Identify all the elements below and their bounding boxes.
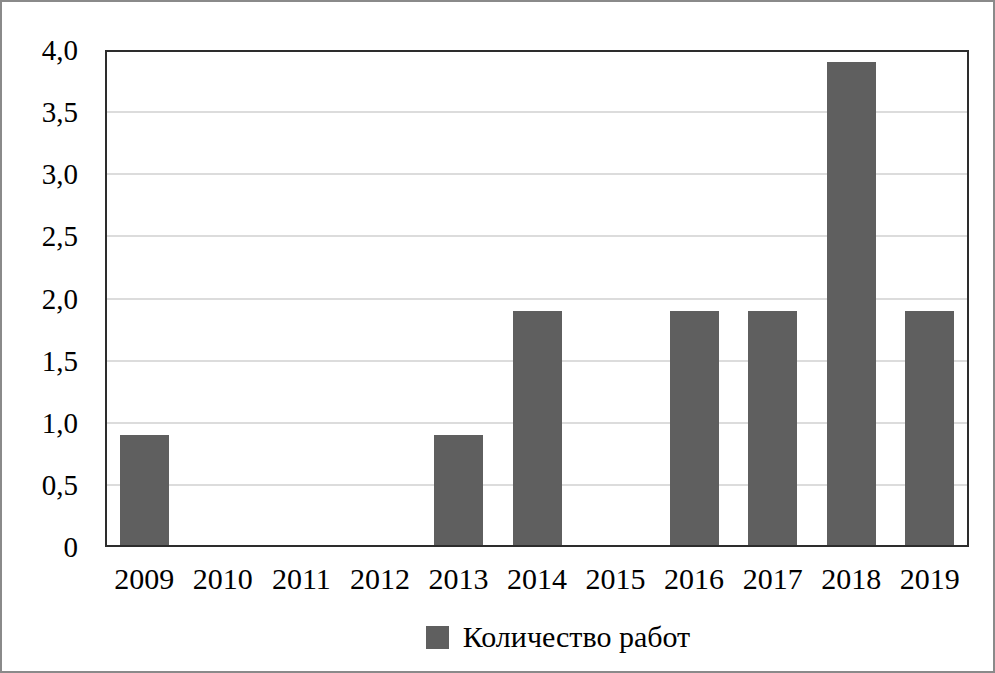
bar-2014 — [513, 311, 562, 547]
legend-label: Количество работ — [463, 620, 690, 654]
bar-2012 — [355, 545, 404, 548]
y-axis-tick-label: 1,5 — [42, 344, 78, 377]
bar-2017 — [748, 311, 797, 547]
y-axis-tick-label: 3,5 — [42, 96, 78, 129]
bar-2009 — [120, 435, 169, 547]
y-axis-tick-label: 1,0 — [42, 406, 78, 439]
y-axis-tick-label: 4,0 — [42, 34, 78, 67]
bar-2011 — [277, 545, 326, 548]
chart-figure: 00,51,01,52,02,53,03,54,0 20092010201120… — [0, 0, 995, 673]
x-axis-tick-label: 2015 — [586, 562, 646, 596]
y-axis-tick-label: 0,5 — [42, 468, 78, 501]
y-axis-tick-label: 2,5 — [42, 220, 78, 253]
x-axis-tick-label: 2019 — [900, 562, 960, 596]
x-axis-tick-label: 2018 — [821, 562, 881, 596]
x-axis-tick-label: 2012 — [350, 562, 410, 596]
bar-2015 — [591, 545, 640, 548]
x-axis-tick-label: 2010 — [193, 562, 253, 596]
bar-2018 — [827, 62, 876, 547]
x-axis-tick-label: 2011 — [272, 562, 331, 596]
bar-2013 — [434, 435, 483, 547]
plot-area — [105, 50, 969, 547]
y-axis-tick-label: 0 — [64, 531, 79, 564]
bar-2016 — [670, 311, 719, 547]
x-axis-tick-label: 2016 — [664, 562, 724, 596]
legend: Количество работ — [126, 620, 990, 654]
x-axis: 2009 2010 2011 2012 2013 2014 2015 2016 2017 2018… — [105, 562, 969, 602]
bar-2019 — [905, 311, 954, 547]
x-axis-tick-label: 2013 — [428, 562, 488, 596]
x-axis-tick-label: 2009 — [114, 562, 174, 596]
y-axis-tick-label: 2,0 — [42, 282, 78, 315]
x-axis-tick-label: 2017 — [743, 562, 803, 596]
y-axis: 00,51,01,52,02,53,03,54,0 — [2, 50, 78, 547]
legend-swatch-icon — [426, 626, 449, 649]
x-axis-tick-label: 2014 — [507, 562, 567, 596]
y-axis-tick-label: 3,0 — [42, 158, 78, 191]
bar-2010 — [198, 545, 247, 548]
